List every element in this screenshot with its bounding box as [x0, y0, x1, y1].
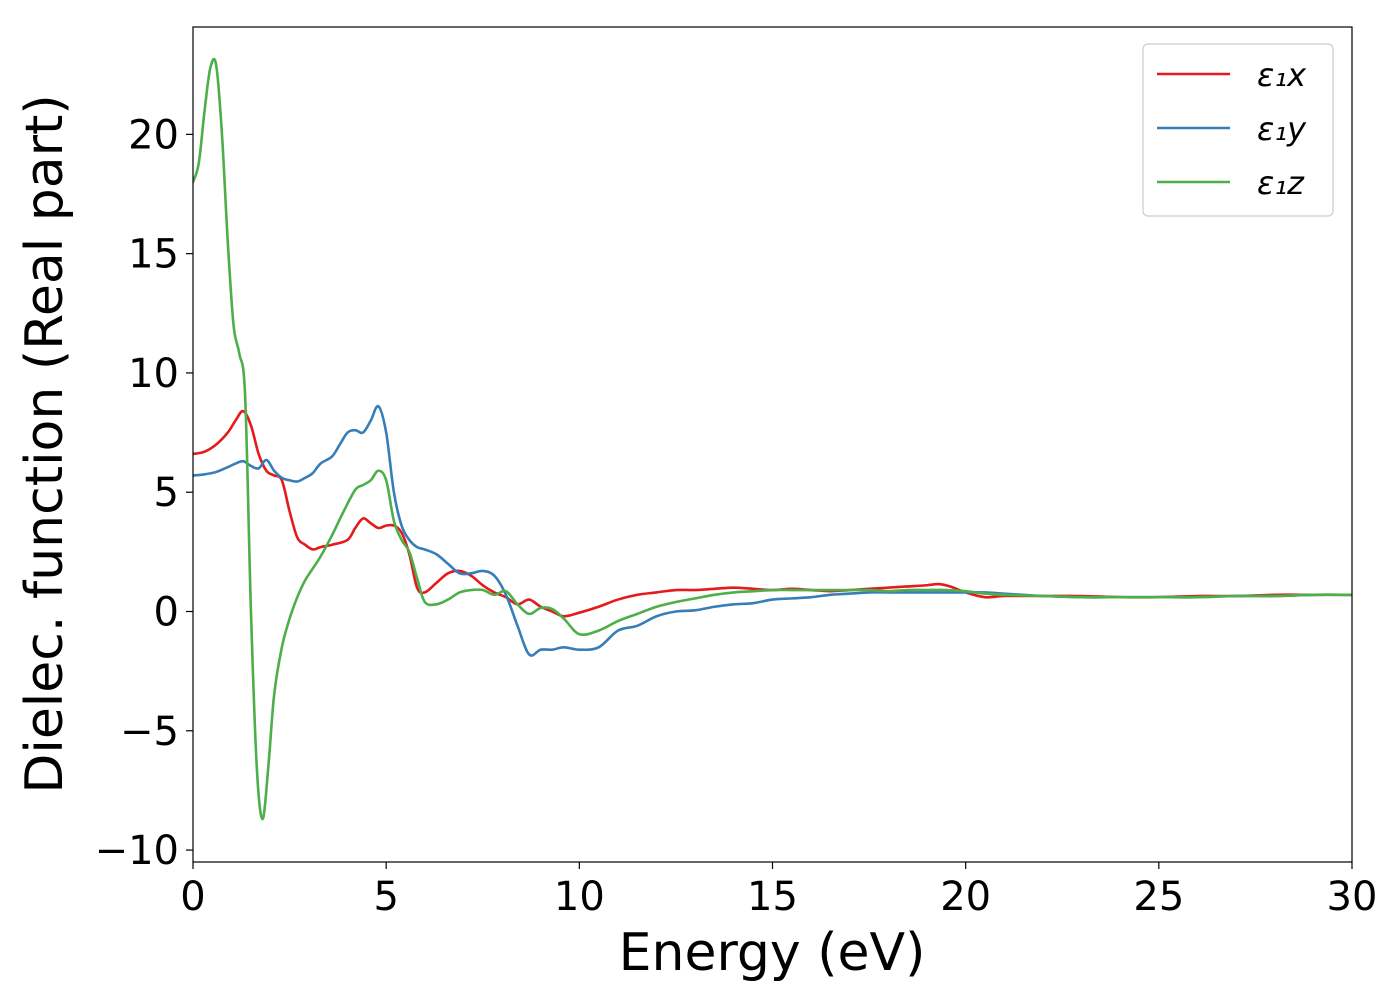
- y-tick-label: 0: [154, 590, 179, 636]
- y-tick-label: 15: [128, 232, 179, 278]
- legend-label-epsilon1-y: ε₁y: [1257, 110, 1307, 148]
- y-tick-label: −5: [120, 709, 179, 755]
- series-layer: [193, 57, 1352, 821]
- x-axis-ticks: 0 5 10 15 20 25 30: [180, 862, 1377, 920]
- y-tick-label: 10: [128, 351, 179, 397]
- y-axis-ticks: −10 −5 0 5 10 15 20: [95, 112, 193, 874]
- y-axis-title: Dielec. function (Real part): [15, 94, 75, 793]
- legend: ε₁x ε₁y ε₁z: [1142, 43, 1334, 217]
- series-line-epsilon1-x: [193, 409, 1352, 618]
- legend-box: [1142, 43, 1334, 217]
- x-axis-title: Energy (eV): [619, 923, 926, 983]
- x-tick-label: 0: [180, 874, 205, 920]
- legend-label-epsilon1-x: ε₁x: [1257, 56, 1307, 94]
- x-tick-label: 10: [554, 874, 605, 920]
- x-tick-label: 15: [747, 874, 798, 920]
- y-tick-label: 20: [128, 112, 179, 158]
- y-tick-label: −10: [95, 828, 179, 874]
- series-line-epsilon1-z: [193, 57, 1352, 821]
- y-tick-label: 5: [154, 470, 179, 516]
- x-tick-label: 20: [940, 874, 991, 920]
- legend-label-epsilon1-z: ε₁z: [1257, 164, 1305, 202]
- series-line-epsilon1-y: [193, 404, 1352, 657]
- x-tick-label: 25: [1133, 874, 1184, 920]
- x-tick-label: 30: [1327, 874, 1378, 920]
- x-tick-label: 5: [373, 874, 398, 920]
